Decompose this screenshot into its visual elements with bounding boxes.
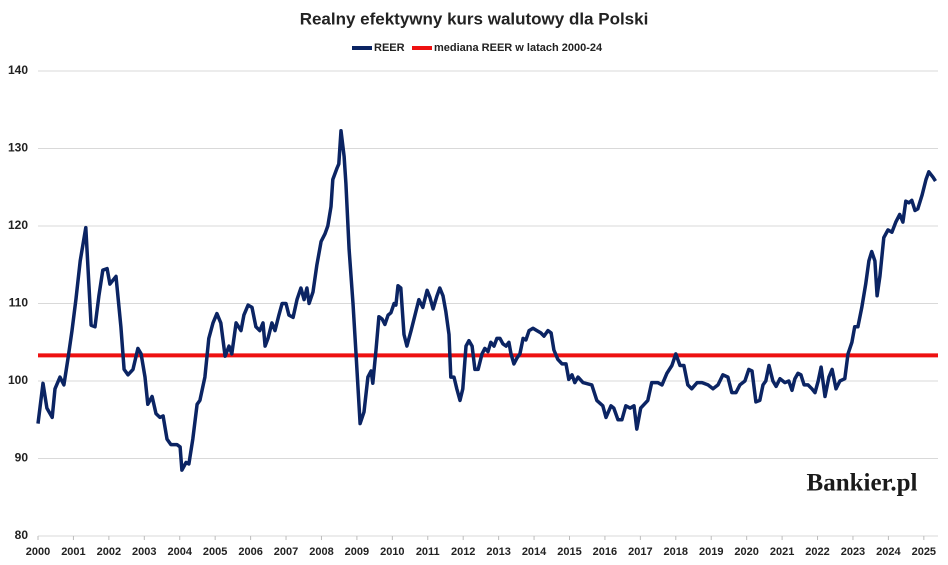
x-tick-label: 2015: [557, 546, 581, 558]
x-tick-label: 2013: [486, 546, 510, 558]
reer-line: [36, 128, 937, 472]
x-tick-label: 2020: [734, 546, 758, 558]
y-tick-label: 140: [8, 63, 28, 77]
x-tick-label: 2021: [770, 546, 794, 558]
y-tick-label: 130: [8, 141, 28, 155]
x-tick-label: 2025: [912, 546, 936, 558]
chart-title: Realny efektywny kurs walutowy dla Polsk…: [300, 9, 649, 28]
y-tick-label: 120: [8, 218, 28, 232]
x-tick-label: 2004: [167, 546, 192, 558]
x-tick-label: 2018: [664, 546, 688, 558]
x-tick-label: 2022: [805, 546, 829, 558]
x-tick-label: 2002: [97, 546, 121, 558]
legend-label: REER: [374, 42, 405, 54]
x-tick-label: 2010: [380, 546, 404, 558]
x-tick-label: 2011: [416, 546, 440, 558]
x-tick-label: 2007: [274, 546, 298, 558]
y-tick-label: 80: [15, 528, 29, 542]
logo: Bankier.pl: [807, 470, 918, 497]
x-tick-label: 2024: [876, 546, 901, 558]
x-tick-label: 2006: [238, 546, 262, 558]
y-tick-label: 100: [8, 373, 28, 387]
x-tick-label: 2017: [628, 546, 652, 558]
y-tick-label: 90: [15, 451, 29, 465]
x-tick-label: 2005: [203, 546, 227, 558]
x-tick-label: 2008: [309, 546, 333, 558]
x-tick-label: 2003: [132, 546, 156, 558]
x-tick-label: 2023: [841, 546, 865, 558]
x-tick-label: 2019: [699, 546, 723, 558]
x-tick-label: 2009: [345, 546, 369, 558]
x-tick-label: 2001: [61, 546, 85, 558]
y-tick-label: 110: [9, 296, 29, 310]
x-tick-label: 2012: [451, 546, 475, 558]
x-tick-label: 2000: [26, 546, 50, 558]
x-tick-label: 2014: [522, 546, 547, 558]
legend-label: mediana REER w latach 2000-24: [434, 42, 603, 54]
x-tick-label: 2016: [593, 546, 617, 558]
